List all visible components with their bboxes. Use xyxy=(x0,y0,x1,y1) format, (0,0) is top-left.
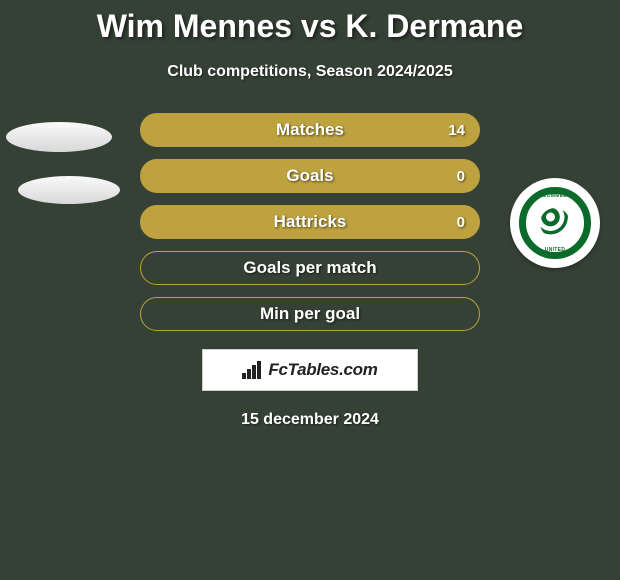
stat-right-value: 0 xyxy=(457,214,465,231)
club-text-top: LOMMEL xyxy=(543,193,566,199)
stat-row: Min per goal xyxy=(140,297,480,331)
stat-row: Goals 0 xyxy=(140,159,480,193)
stat-label: Matches xyxy=(276,120,344,140)
stat-label: Hattricks xyxy=(274,212,347,232)
stat-row: Matches 14 xyxy=(140,113,480,147)
stat-row: Hattricks 0 xyxy=(140,205,480,239)
chart-icon xyxy=(242,361,264,379)
club-badge-right: LOMMEL UNITED xyxy=(510,178,600,268)
stat-label: Min per goal xyxy=(260,304,360,324)
club-text-bottom: UNITED xyxy=(545,247,565,253)
player-left-badge-2 xyxy=(18,176,120,204)
page-title: Wim Mennes vs K. Dermane xyxy=(0,0,620,45)
soccer-ball-icon xyxy=(540,208,570,238)
logo-text: FcTables.com xyxy=(268,360,377,380)
stat-right-value: 0 xyxy=(457,168,465,185)
date-text: 15 december 2024 xyxy=(0,411,620,429)
stat-label: Goals xyxy=(286,166,333,186)
subtitle: Club competitions, Season 2024/2025 xyxy=(0,63,620,81)
player-left-badge-1 xyxy=(6,122,112,152)
stat-row: Goals per match xyxy=(140,251,480,285)
club-badge-inner: LOMMEL UNITED xyxy=(519,187,591,259)
stat-right-value: 14 xyxy=(448,122,465,139)
fctables-logo[interactable]: FcTables.com xyxy=(202,349,418,391)
stat-label: Goals per match xyxy=(243,258,376,278)
